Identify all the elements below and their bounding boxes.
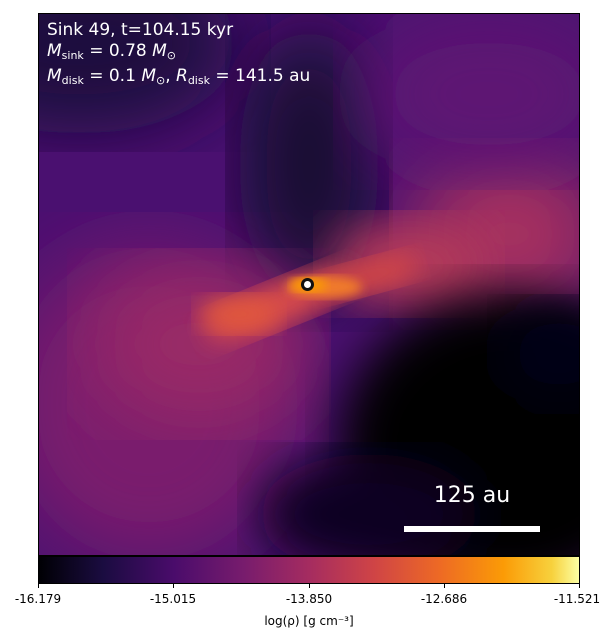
colorbar-tick-label: -11.521 — [553, 592, 601, 606]
colorbar-tick-label: -15.015 — [149, 592, 197, 606]
disk-radius-subscript: disk — [187, 74, 210, 87]
colorbar-label: log(ρ) [g cm⁻³] — [264, 614, 354, 628]
disk-mass-value: = 0.1 — [89, 66, 136, 86]
sink-marker-icon — [301, 278, 314, 291]
disk-mass-unit: M — [141, 66, 156, 86]
colorbar-tick-label: -16.179 — [14, 592, 62, 606]
colorbar-tick — [444, 584, 445, 588]
colorbar-tick — [579, 584, 580, 588]
mass-symbol: M — [47, 41, 62, 61]
colorbar — [38, 556, 580, 584]
sink-subscript: sink — [61, 49, 84, 62]
disk-radius-value: = 141.5 — [215, 66, 284, 86]
density-map-image — [39, 14, 579, 555]
sink-mass-line: Msink = 0.78 M⊙ — [47, 41, 310, 66]
disk-subscript: disk — [61, 74, 84, 87]
colorbar-tick-label: -13.850 — [285, 592, 333, 606]
disk-radius-symbol: R — [176, 66, 188, 86]
colorbar-tick — [38, 584, 39, 588]
scalebar-label: 125 au — [433, 483, 511, 508]
density-map — [38, 13, 580, 556]
scalebar — [404, 526, 540, 532]
sink-mass-unit: M — [152, 41, 167, 61]
sink-title: Sink 49, t=104.15 kyr — [47, 20, 234, 40]
sink-mass-value: = 0.78 — [89, 41, 147, 61]
disk-line: Mdisk = 0.1 M⊙, Rdisk = 141.5 au — [47, 66, 311, 87]
colorbar-tick — [309, 584, 310, 588]
sink-info: Sink 49, t=104.15 kyr Msink = 0.78 M⊙ Md… — [47, 20, 310, 91]
sun-symbol: ⊙ — [166, 49, 177, 62]
colorbar-tick-label: -12.686 — [420, 592, 468, 606]
sun-symbol-2: ⊙ — [155, 74, 166, 87]
colorbar-tick — [173, 584, 174, 588]
disk-radius-unit: au — [289, 66, 311, 86]
disk-mass-symbol: M — [47, 66, 62, 86]
